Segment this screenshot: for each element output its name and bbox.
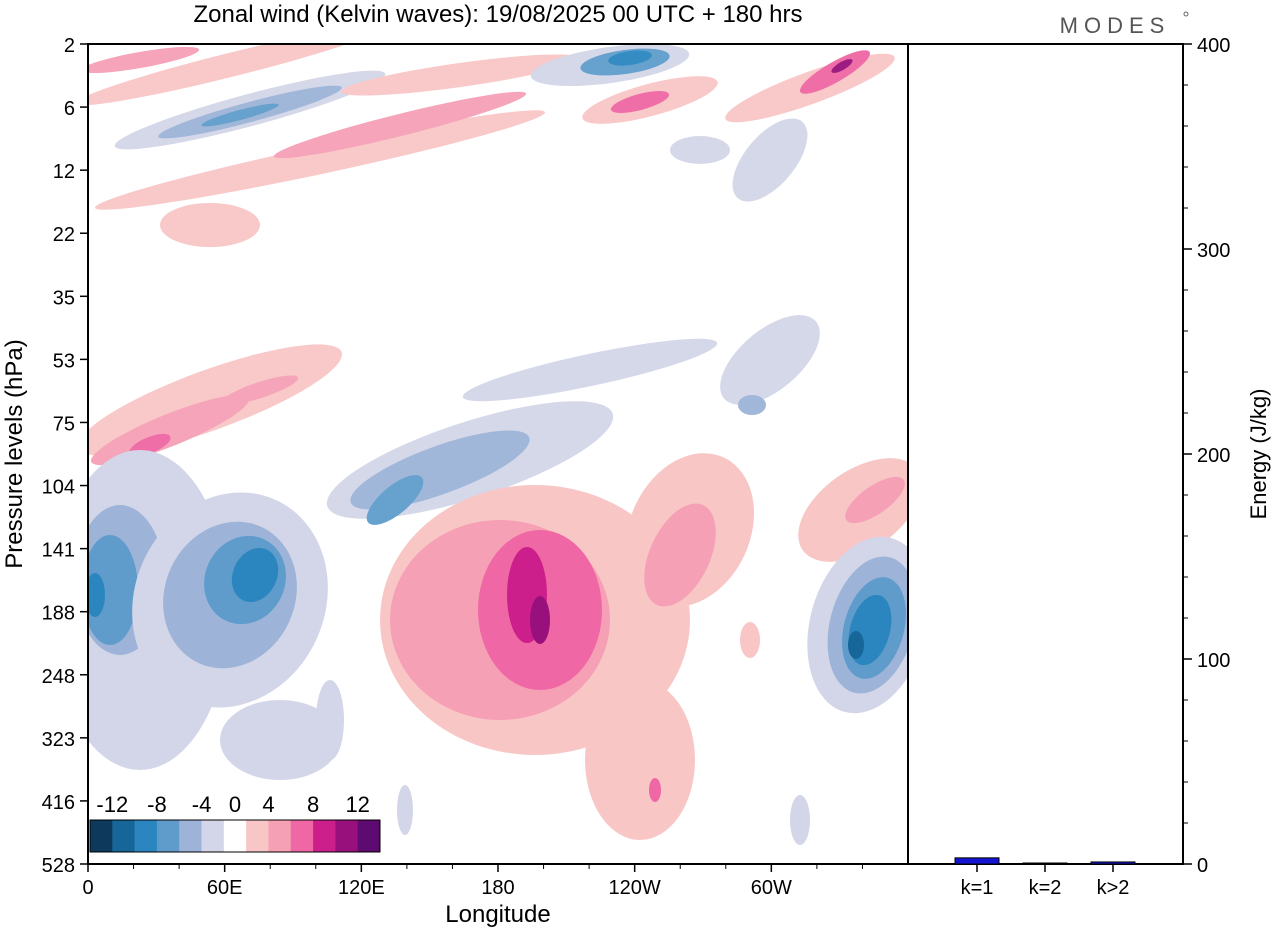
lower-structures — [88, 450, 908, 845]
colorbar-label: -4 — [192, 792, 212, 817]
colorbar-frame — [89, 819, 381, 853]
colorbar-swatch — [90, 820, 113, 852]
energy-tick-label: 400 — [1197, 35, 1230, 57]
y-tick-label: 75 — [53, 413, 75, 435]
energy-tick-label: 200 — [1197, 445, 1230, 467]
y-tick-label: 141 — [42, 540, 75, 562]
colorbar-swatch — [335, 820, 359, 852]
y-tick-label: 528 — [42, 855, 75, 877]
energy-tick-label: 0 — [1197, 855, 1208, 877]
x-tick-label: 60W — [751, 877, 792, 899]
energy-bars: k=1 k=2 k>2 — [954, 857, 1136, 899]
colorbar — [89, 819, 381, 853]
colorbar-swatch — [268, 820, 292, 852]
colorbar-swatch — [223, 820, 247, 852]
y-tick-label: 416 — [42, 792, 75, 814]
colorbar-swatch — [290, 820, 314, 852]
chart-title: Zonal wind (Kelvin waves): 19/08/2025 00… — [194, 1, 803, 28]
x-axis: 0 60E 120E 180 120W 60W — [82, 864, 863, 899]
colorbar-swatch — [134, 820, 158, 852]
energy-tick-label: 300 — [1197, 240, 1230, 262]
y-axis: 2 6 12 22 35 53 75 104 141 188 248 323 416 528 — [42, 35, 88, 877]
y-tick-label: 248 — [42, 666, 75, 688]
y-tick-label: 22 — [53, 224, 75, 246]
colorbar-swatch — [156, 820, 180, 852]
colorbar-swatch — [112, 820, 136, 852]
y-tick-label: 2 — [64, 35, 75, 57]
x-tick-label: 0 — [82, 877, 93, 899]
energy-panel-frame — [907, 43, 1184, 865]
modes-logo: MODES — [1060, 13, 1171, 38]
colorbar-label: 0 — [229, 792, 241, 817]
colorbar-swatch — [201, 820, 225, 852]
y-tick-label: 104 — [42, 477, 75, 499]
colorbar-label: -8 — [147, 792, 167, 817]
energy-bar — [1090, 861, 1136, 865]
colorbar-label: 12 — [345, 792, 369, 817]
energy-tick-label: 100 — [1197, 650, 1230, 672]
y-tick-label: 188 — [42, 603, 75, 625]
energy-category-label: k=2 — [1029, 877, 1062, 899]
energy-category-label: k>2 — [1097, 877, 1130, 899]
colorbar-labels: -12 -8 -4 0 4 8 12 — [96, 792, 370, 817]
logo-dot-icon — [1183, 11, 1189, 17]
x-tick-label: 60E — [207, 877, 243, 899]
energy-category-label: k=1 — [961, 877, 994, 899]
y-tick-label: 323 — [42, 729, 75, 751]
colorbar-swatch — [357, 820, 381, 852]
colorbar-swatch — [246, 820, 269, 852]
x-axis-label: Longitude — [445, 901, 550, 928]
y-axis-label: Pressure levels (hPa) — [1, 339, 28, 568]
x-tick-label: 120W — [609, 877, 661, 899]
colorbar-swatch — [313, 820, 336, 852]
energy-bar — [954, 857, 1000, 865]
colorbar-label: -12 — [96, 792, 128, 817]
y-tick-label: 6 — [64, 98, 75, 120]
upper-bands — [88, 44, 895, 247]
colorbar-label: 4 — [262, 792, 274, 817]
x-tick-label: 120E — [338, 877, 385, 899]
y-tick-label: 12 — [53, 161, 75, 183]
energy-axis: 0 100 200 300 400 — [1183, 35, 1230, 877]
y-tick-label: 53 — [53, 350, 75, 372]
x-tick-label: 180 — [481, 877, 514, 899]
colorbar-label: 8 — [307, 792, 319, 817]
mid-bands — [88, 315, 820, 525]
energy-bar — [1022, 862, 1068, 865]
contour-plot — [88, 44, 908, 864]
energy-axis-label: Energy (J/kg) — [1246, 389, 1271, 520]
colorbar-swatch — [179, 820, 203, 852]
y-tick-label: 35 — [53, 287, 75, 309]
